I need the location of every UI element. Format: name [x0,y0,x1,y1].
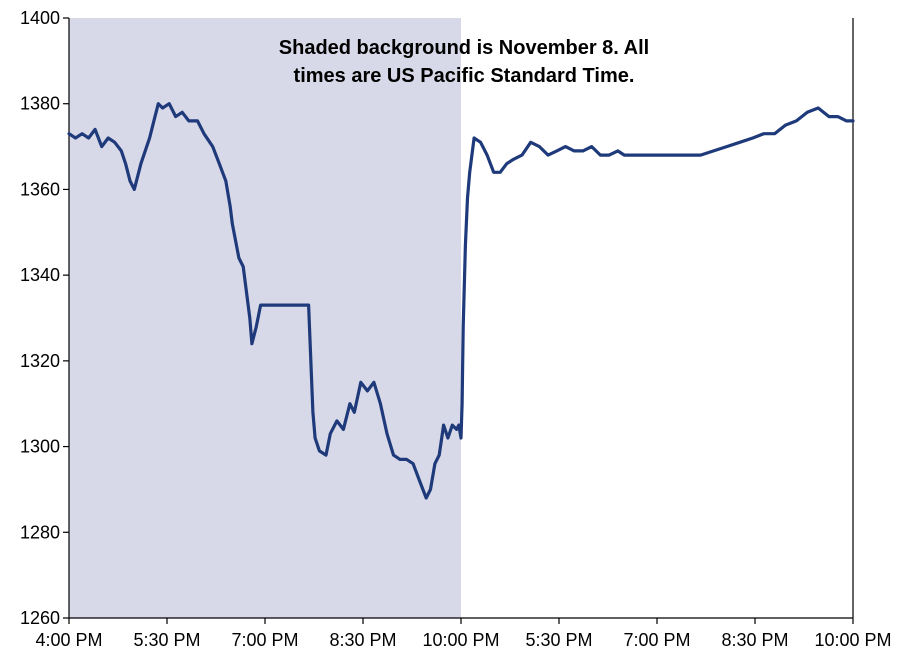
x-tick-label: 5:30 PM [525,630,592,650]
x-tick-label: 4:00 PM [35,630,102,650]
x-tick-label: 8:30 PM [329,630,396,650]
series-line [67,102,855,500]
shaded-region [69,18,461,618]
x-tick-label: 5:30 PM [133,630,200,650]
x-tick-label: 10:00 PM [814,630,891,650]
y-tick-label: 1300 [20,437,60,457]
y-tick-label: 1320 [20,351,60,371]
chart-annotation-line: times are US Pacific Standard Time. [294,65,635,87]
y-tick-label: 1360 [20,179,60,199]
y-tick-label: 1340 [20,265,60,285]
y-tick-label: 1380 [20,94,60,114]
y-tick-label: 1260 [20,608,60,628]
x-tick-label: 7:00 PM [231,630,298,650]
y-tick-label: 1400 [20,8,60,28]
x-tick-label: 7:00 PM [623,630,690,650]
x-tick-label: 10:00 PM [422,630,499,650]
y-tick-label: 1280 [20,522,60,542]
x-tick-label: 8:30 PM [721,630,788,650]
chart-annotation-line: Shaded background is November 8. All [279,37,649,59]
